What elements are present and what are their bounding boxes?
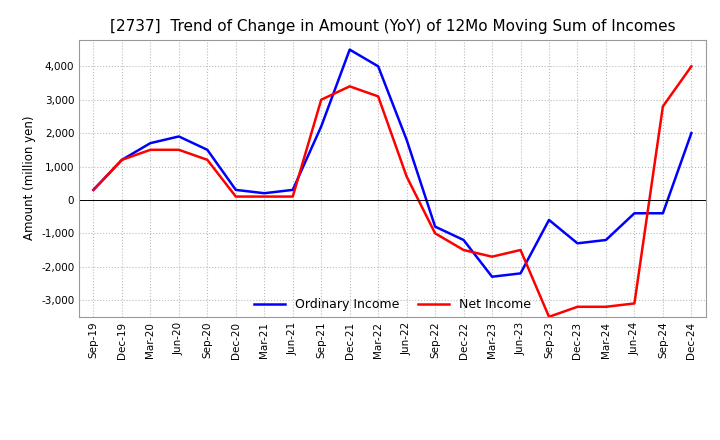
Ordinary Income <box>431 224 439 229</box>
Net Income <box>317 97 325 103</box>
Ordinary Income <box>630 211 639 216</box>
Net Income <box>516 247 525 253</box>
Ordinary Income <box>232 187 240 193</box>
Y-axis label: Amount (million yen): Amount (million yen) <box>22 116 35 240</box>
Ordinary Income <box>317 124 325 129</box>
Line: Net Income: Net Income <box>94 66 691 317</box>
Ordinary Income <box>289 187 297 193</box>
Net Income <box>545 314 554 319</box>
Net Income <box>289 194 297 199</box>
Net Income <box>659 104 667 109</box>
Ordinary Income <box>487 274 496 279</box>
Line: Ordinary Income: Ordinary Income <box>94 50 691 277</box>
Net Income <box>630 301 639 306</box>
Net Income <box>117 157 126 162</box>
Net Income <box>573 304 582 309</box>
Net Income <box>203 157 212 162</box>
Net Income <box>146 147 155 152</box>
Net Income <box>431 231 439 236</box>
Ordinary Income <box>516 271 525 276</box>
Net Income <box>602 304 611 309</box>
Net Income <box>487 254 496 259</box>
Net Income <box>402 174 411 179</box>
Ordinary Income <box>545 217 554 223</box>
Net Income <box>260 194 269 199</box>
Ordinary Income <box>174 134 183 139</box>
Legend: Ordinary Income, Net Income: Ordinary Income, Net Income <box>248 293 536 316</box>
Ordinary Income <box>89 187 98 193</box>
Net Income <box>89 187 98 193</box>
Net Income <box>232 194 240 199</box>
Ordinary Income <box>402 137 411 143</box>
Ordinary Income <box>117 157 126 162</box>
Ordinary Income <box>346 47 354 52</box>
Ordinary Income <box>260 191 269 196</box>
Net Income <box>687 64 696 69</box>
Net Income <box>346 84 354 89</box>
Ordinary Income <box>203 147 212 152</box>
Net Income <box>459 247 468 253</box>
Net Income <box>374 94 382 99</box>
Ordinary Income <box>659 211 667 216</box>
Ordinary Income <box>573 241 582 246</box>
Ordinary Income <box>602 237 611 242</box>
Net Income <box>174 147 183 152</box>
Ordinary Income <box>374 64 382 69</box>
Ordinary Income <box>459 237 468 242</box>
Title: [2737]  Trend of Change in Amount (YoY) of 12Mo Moving Sum of Incomes: [2737] Trend of Change in Amount (YoY) o… <box>109 19 675 34</box>
Ordinary Income <box>146 140 155 146</box>
Ordinary Income <box>687 131 696 136</box>
